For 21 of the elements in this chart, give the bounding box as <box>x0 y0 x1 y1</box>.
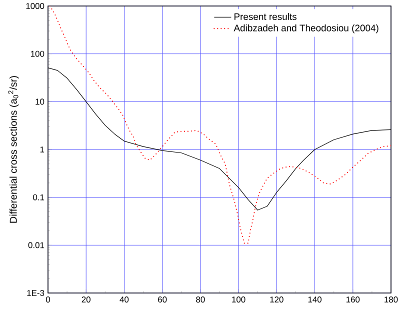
y-tick-label: 100 <box>30 50 44 57</box>
y-tick-label: 1E-3 <box>27 290 44 296</box>
y-tick-label: 1000 <box>26 3 44 9</box>
x-tick-label: 20 <box>82 296 90 303</box>
x-tick-label: 140 <box>308 296 322 303</box>
y-tick-label: 10 <box>36 98 44 105</box>
x-tick-label: 120 <box>270 296 284 303</box>
x-tick-label: 60 <box>158 296 167 303</box>
x-tick-label: 180 <box>384 296 398 303</box>
legend-label: Adibzadeh and Theodosiou (2004) <box>234 24 378 34</box>
x-tick-label: 80 <box>196 296 205 303</box>
x-tick-label: 40 <box>120 296 129 303</box>
y-tick-label: 1 <box>40 146 44 152</box>
x-tick-label: 0 <box>46 296 50 303</box>
x-tick-label: 100 <box>232 296 246 303</box>
line-series <box>49 6 392 244</box>
x-tick-label: 160 <box>346 296 360 303</box>
y-tick-label: 0.01 <box>28 242 44 248</box>
legend-label: Present results <box>234 13 296 20</box>
y-tick-label: 0.1 <box>33 194 44 200</box>
y-axis-title: Differential cross sections (a$_{0}$$^{2}$/sr) <box>8 76 19 223</box>
